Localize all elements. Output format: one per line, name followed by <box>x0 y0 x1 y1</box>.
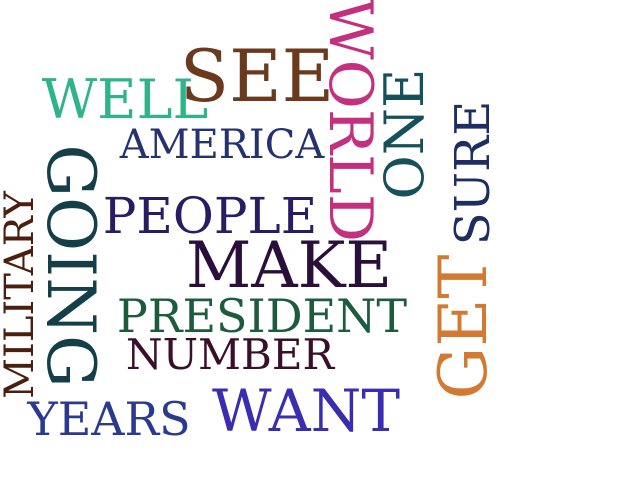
word-military: MILITARY <box>0 191 43 399</box>
word-sure: SURE <box>445 100 501 246</box>
word-want: WANT <box>211 377 401 445</box>
word-going: GOING <box>32 144 109 388</box>
word-number: NUMBER <box>125 330 335 379</box>
word-world: WORLD <box>315 0 385 242</box>
word-make: MAKE <box>185 229 393 303</box>
word-one: ONE <box>373 68 436 200</box>
word-well: WELL <box>41 68 209 131</box>
word-president: PRESIDENT <box>116 289 408 343</box>
word-years: YEARS <box>27 392 191 446</box>
word-america: AMERICA <box>119 122 325 168</box>
word-people: PEOPLE <box>102 187 318 245</box>
word-get: GET <box>425 254 502 400</box>
word-see: SEE <box>179 34 335 118</box>
